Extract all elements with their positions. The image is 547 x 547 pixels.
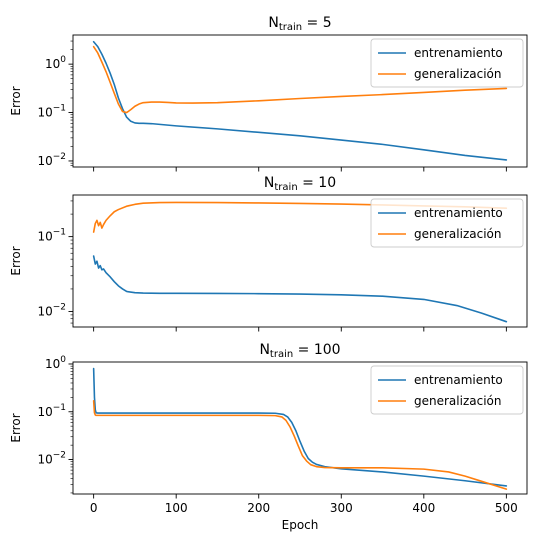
legend-label: entrenamiento [414, 46, 503, 60]
x-tick-label: 100 [165, 501, 188, 515]
chart-title: Ntrain = 10 [264, 175, 336, 193]
legend-label: generalización [414, 227, 501, 241]
x-tick-label: 400 [412, 501, 435, 515]
chart-title: Ntrain = 5 [268, 15, 331, 33]
x-axis-label: Epoch [282, 518, 319, 532]
y-axis-label: Error [9, 413, 23, 442]
plot-frame [72, 194, 528, 328]
x-tick-label: 200 [247, 501, 270, 515]
y-tick-label: 10−1 [37, 104, 66, 120]
legend-box [370, 198, 524, 248]
y-tick-label: 10−2 [37, 152, 66, 168]
plot-frame [72, 361, 528, 495]
x-tick-label: 300 [330, 501, 353, 515]
legend-label: generalización [414, 394, 501, 408]
series-line-entrenamiento [92, 255, 508, 323]
x-tick-label: 500 [495, 501, 518, 515]
y-tick-label: 10−1 [37, 403, 66, 419]
legend-label: generalización [414, 67, 501, 81]
panel-1: 10−2 10−1 100 Ntrain = 5 Error entrenamiento g… [9, 15, 528, 172]
y-axis-label: Error [9, 246, 23, 275]
panel-3: 10−2 10−1 100 0 100 200 300 400 500 Ntrain = 100 E… [9, 342, 528, 532]
y-tick-label: 10−2 [37, 302, 66, 318]
y-tick-label: 100 [45, 355, 66, 371]
y-tick-label: 10−1 [37, 228, 66, 244]
legend-label: entrenamiento [414, 206, 503, 220]
legend-label: entrenamiento [414, 373, 503, 387]
series-line-generalizacion [92, 201, 508, 233]
legend-box [370, 365, 524, 415]
series-line-entrenamiento [92, 40, 508, 161]
series-line-generalizacion [92, 45, 508, 114]
y-tick-label: 10−2 [37, 451, 66, 467]
chart-title: Ntrain = 100 [259, 342, 340, 360]
panel-2: 10−2 10−1 Ntrain = 10 Error entrenamiento gen… [9, 175, 528, 332]
plot-frame [72, 34, 528, 168]
legend-box [370, 38, 524, 88]
y-tick-label: 100 [45, 55, 66, 71]
x-tick-label: 0 [90, 501, 98, 515]
y-axis-label: Error [9, 86, 23, 115]
series-line-generalizacion [92, 399, 508, 490]
